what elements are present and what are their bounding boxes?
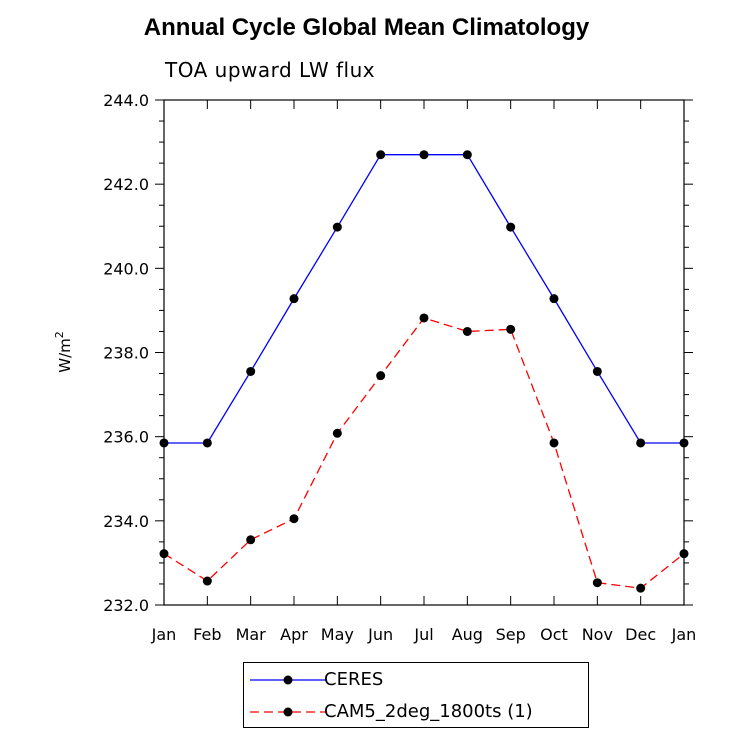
x-tick-label: Nov bbox=[582, 625, 613, 644]
data-point bbox=[636, 583, 646, 593]
data-point bbox=[592, 578, 602, 588]
data-point bbox=[159, 549, 169, 559]
data-point bbox=[332, 428, 342, 438]
x-tick-label: Feb bbox=[193, 625, 221, 644]
data-point bbox=[636, 438, 646, 448]
series-line bbox=[163, 317, 685, 589]
data-point bbox=[506, 222, 516, 232]
series-0 bbox=[159, 150, 689, 448]
data-point bbox=[332, 222, 342, 232]
legend-swatch-cam5 bbox=[250, 707, 326, 717]
y-tick-label: 238.0 bbox=[103, 344, 149, 363]
data-point bbox=[289, 514, 299, 524]
axis-ticks bbox=[155, 99, 693, 606]
series-1 bbox=[159, 313, 689, 593]
data-point bbox=[549, 438, 559, 448]
series-line bbox=[164, 154, 684, 444]
data-point bbox=[462, 150, 472, 160]
x-tick-label: May bbox=[321, 625, 354, 644]
data-point bbox=[419, 150, 429, 160]
x-tick-label: Mar bbox=[236, 625, 267, 644]
legend-swatch-ceres bbox=[250, 675, 326, 685]
x-tick-label: Jun bbox=[367, 625, 393, 644]
y-axis-label: W/m2 bbox=[53, 331, 74, 373]
plot-frame bbox=[163, 99, 685, 606]
x-tick-label: Apr bbox=[280, 625, 308, 644]
data-point bbox=[419, 313, 429, 323]
data-point bbox=[376, 371, 386, 381]
y-tick-label: 244.0 bbox=[103, 91, 149, 110]
data-point bbox=[592, 366, 602, 376]
y-tick-label: 240.0 bbox=[103, 259, 149, 278]
x-tick-label: Aug bbox=[452, 625, 483, 644]
legend-item-ceres: CERES bbox=[244, 665, 588, 695]
x-tick-label: Jul bbox=[413, 625, 433, 644]
y-tick-label: 242.0 bbox=[103, 175, 149, 194]
x-tick-label: Jan bbox=[151, 625, 177, 644]
data-point bbox=[289, 294, 299, 304]
legend-item-cam5: CAM5_2deg_1800ts (1) bbox=[244, 697, 588, 727]
y-tick-label: 234.0 bbox=[103, 512, 149, 531]
legend-label-cam5: CAM5_2deg_1800ts (1) bbox=[324, 701, 533, 722]
data-point bbox=[246, 535, 256, 545]
series-layer bbox=[159, 150, 689, 593]
data-point bbox=[246, 366, 256, 376]
y-tick-label: 236.0 bbox=[103, 428, 149, 447]
x-tick-labels: Jan Feb Mar Apr May Jun Jul Aug Sep Oct Nov Dec Jan bbox=[151, 625, 697, 644]
y-tick-label: 232.0 bbox=[103, 596, 149, 615]
data-point bbox=[159, 438, 169, 448]
data-point bbox=[679, 438, 689, 448]
legend: CERES CAM5_2deg_1800ts (1) bbox=[243, 662, 589, 728]
data-point bbox=[202, 438, 212, 448]
chart-title: Annual Cycle Global Mean Climatology bbox=[143, 14, 590, 41]
data-point bbox=[506, 324, 516, 334]
x-tick-label: Sep bbox=[496, 625, 526, 644]
legend-label-ceres: CERES bbox=[324, 669, 384, 690]
data-point bbox=[376, 150, 386, 160]
data-point bbox=[462, 326, 472, 336]
x-tick-label: Dec bbox=[625, 625, 656, 644]
x-tick-label: Oct bbox=[540, 625, 568, 644]
chart-subtitle: TOA upward LW flux bbox=[165, 58, 376, 82]
data-point bbox=[679, 549, 689, 559]
x-tick-label: Jan bbox=[671, 625, 697, 644]
data-point bbox=[202, 576, 212, 586]
data-point bbox=[549, 294, 559, 304]
y-tick-labels: 232.0 234.0 236.0 238.0 240.0 242.0 244.0 bbox=[103, 91, 149, 615]
